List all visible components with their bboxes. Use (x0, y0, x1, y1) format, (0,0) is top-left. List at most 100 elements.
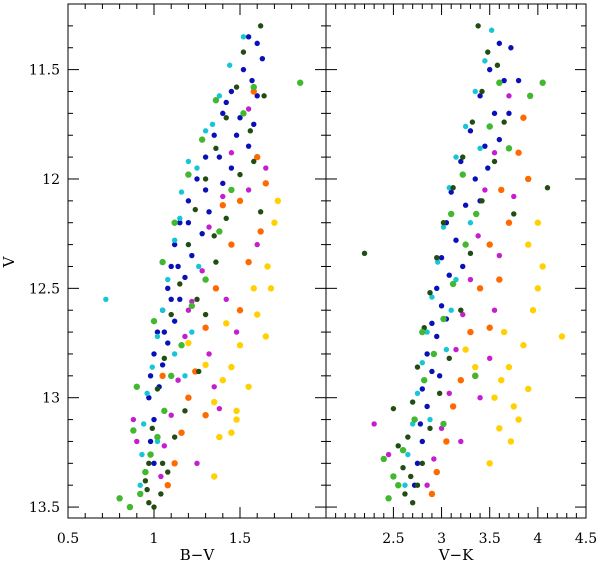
bv-point-darkgreen (142, 478, 149, 484)
bv-point-orange (254, 153, 261, 161)
vk-point-orange (449, 403, 457, 410)
vk-point-green (459, 171, 466, 178)
bv-point-blue (206, 209, 212, 215)
vk-point-yellow (525, 385, 532, 393)
vk-point-blue (506, 110, 512, 117)
vk-point-magenta (371, 421, 377, 427)
vk-point-cyan (419, 360, 425, 366)
vk-point-magenta (491, 150, 498, 156)
vk-point-cyan (477, 145, 483, 152)
vk-point-darkgreen (494, 62, 501, 68)
bv-point-blue (171, 318, 178, 324)
bv-point-green (168, 372, 175, 380)
vk-point-blue (429, 368, 435, 375)
bv-point-blue (146, 395, 152, 401)
bv-point-yellow (219, 377, 226, 384)
vk-point-darkgreen (414, 482, 421, 488)
bv-point-green (198, 136, 206, 143)
vk-point-blue (482, 143, 488, 149)
vk-point-green (526, 92, 534, 100)
bv-point-magenta (254, 241, 260, 248)
bv-point-magenta (158, 473, 164, 480)
bv-point-darkgreen (240, 49, 247, 55)
vk-point-yellow (507, 438, 515, 445)
bv-point-darkgreen (213, 145, 219, 152)
vk-point-blue (453, 237, 459, 243)
bv-point-darkgreen (154, 386, 161, 392)
bv-point-blue (251, 121, 257, 128)
bv-point-yellow (216, 433, 223, 441)
bv-point-orange (185, 394, 192, 401)
bv-point-darkgreen (161, 355, 168, 362)
vk-series-green (380, 79, 546, 502)
vk-point-magenta (482, 187, 488, 193)
vk-point-cyan (427, 416, 433, 423)
y-axis-label: V (0, 255, 18, 268)
vk-point-darkgreen (458, 307, 464, 313)
bv-point-blue (240, 66, 247, 73)
bv-point-green (116, 495, 123, 502)
bv-point-blue (154, 329, 161, 335)
bv-point-darkgreen (159, 460, 166, 467)
vk-point-green (399, 447, 407, 454)
vk-point-darkgreen (427, 290, 433, 296)
bv-point-blue (254, 93, 260, 99)
bv-point-darkgreen (251, 158, 257, 165)
bv-point-green (159, 258, 166, 266)
vk-point-darkgreen (475, 23, 481, 29)
bv-point-yellow (233, 416, 240, 423)
vk-point-blue (438, 303, 445, 309)
bv-series-green (116, 79, 304, 511)
vk-point-blue (487, 66, 493, 73)
bv-point-yellow (233, 407, 240, 415)
vk-point-cyan (443, 346, 450, 353)
bv-point-darkgreen (261, 93, 267, 99)
vk-point-blue (419, 386, 425, 392)
bv-point-magenta (134, 438, 140, 445)
vk-point-darkgreen (491, 158, 498, 165)
bv-point-cyan (240, 34, 247, 40)
vk-point-cyan (472, 88, 478, 95)
vk-point-blue (460, 263, 466, 270)
vk-point-yellow (534, 219, 542, 226)
vk-point-darkgreen (479, 88, 485, 95)
vk-point-darkgreen (544, 185, 551, 191)
vk-point-green (380, 455, 387, 463)
vk-point-blue (496, 136, 503, 143)
bv-point-orange (164, 481, 171, 489)
bv-point-cyan (226, 62, 233, 68)
vk-point-orange (467, 328, 474, 336)
bv-point-orange (236, 307, 244, 314)
vk-point-blue (501, 77, 507, 84)
vk-point-blue (434, 333, 440, 340)
bv-point-darkgreen (146, 499, 152, 506)
bv-point-yellow (267, 285, 275, 292)
bv-point-magenta (228, 150, 235, 156)
bv-point-cyan (140, 421, 147, 427)
bv-point-yellow (223, 320, 230, 327)
bv-point-green (154, 433, 161, 441)
vk-x-tick-label: 3 (437, 531, 446, 547)
bv-point-orange (228, 241, 235, 248)
vk-series-cyan (402, 27, 495, 488)
vk-point-magenta (460, 311, 466, 318)
vk-series-yellow (462, 219, 566, 467)
bv-series-darkgreen (142, 23, 267, 510)
bv-point-orange (236, 197, 244, 205)
bv-point-yellow (228, 429, 235, 436)
bv-point-magenta (199, 268, 205, 274)
bv-point-blue (228, 88, 235, 95)
vk-point-magenta (487, 355, 493, 362)
vk-point-orange (476, 285, 484, 292)
bv-point-orange (212, 285, 220, 292)
bv-point-darkgreen (233, 84, 240, 90)
vk-point-green (505, 145, 513, 152)
bv-point-blue (171, 241, 178, 248)
vk-point-blue (485, 165, 491, 171)
bv-point-blue (147, 373, 154, 379)
bv-point-darkgreen (151, 504, 157, 510)
vk-point-yellow (515, 416, 522, 423)
bv-point-blue (259, 55, 266, 62)
vk-point-cyan (414, 390, 421, 397)
